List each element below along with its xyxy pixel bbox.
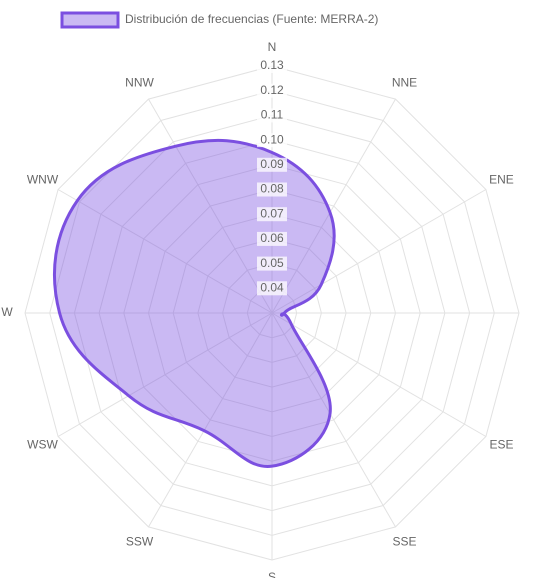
- spoke: [57, 312, 273, 437]
- tick-backdrop: [257, 281, 287, 296]
- tick-backdrop: [257, 207, 287, 222]
- spoke: [57, 189, 273, 314]
- category-label: SSW: [126, 535, 154, 549]
- tick-backdrop: [257, 182, 287, 197]
- tick-label: 0.05: [260, 256, 284, 270]
- spoke: [271, 98, 396, 314]
- category-label: ESE: [489, 438, 513, 452]
- tick-backdrop: [257, 231, 287, 246]
- tick-label: 0.13: [260, 58, 284, 72]
- tick-label: 0.04: [260, 280, 284, 294]
- category-label: SSE: [392, 535, 416, 549]
- spoke: [271, 312, 487, 437]
- category-label: W: [1, 305, 13, 319]
- tick-label: 0.11: [261, 108, 284, 122]
- category-label: N: [268, 40, 277, 54]
- spoke: [148, 312, 273, 528]
- tick-backdrop: [257, 59, 287, 73]
- category-label: WNW: [27, 173, 59, 187]
- legend-label: Distribución de frecuencias (Fuente: MER…: [125, 12, 378, 26]
- tick-label: 0.07: [260, 206, 284, 220]
- tick-backdrop: [257, 133, 287, 148]
- tick-label: 0.12: [260, 83, 284, 97]
- tick-label: 0.06: [260, 231, 284, 245]
- category-label: WSW: [27, 438, 58, 452]
- tick-backdrop: [257, 157, 287, 172]
- tick-backdrop: [257, 108, 287, 123]
- category-label: NNE: [392, 76, 417, 90]
- tick-label: 0.10: [260, 132, 284, 146]
- category-label: NNW: [125, 76, 154, 90]
- spoke: [271, 189, 487, 314]
- tick-label: 0.09: [260, 157, 284, 171]
- tick-backdrop: [257, 256, 287, 271]
- spoke: [148, 98, 273, 314]
- tick-label: 0.08: [260, 182, 284, 196]
- category-label: ENE: [489, 173, 514, 187]
- tick-backdrop: [257, 83, 287, 98]
- legend-swatch: [60, 11, 120, 29]
- spoke: [271, 312, 396, 528]
- category-label: S: [268, 570, 276, 578]
- data-area: [52, 138, 336, 468]
